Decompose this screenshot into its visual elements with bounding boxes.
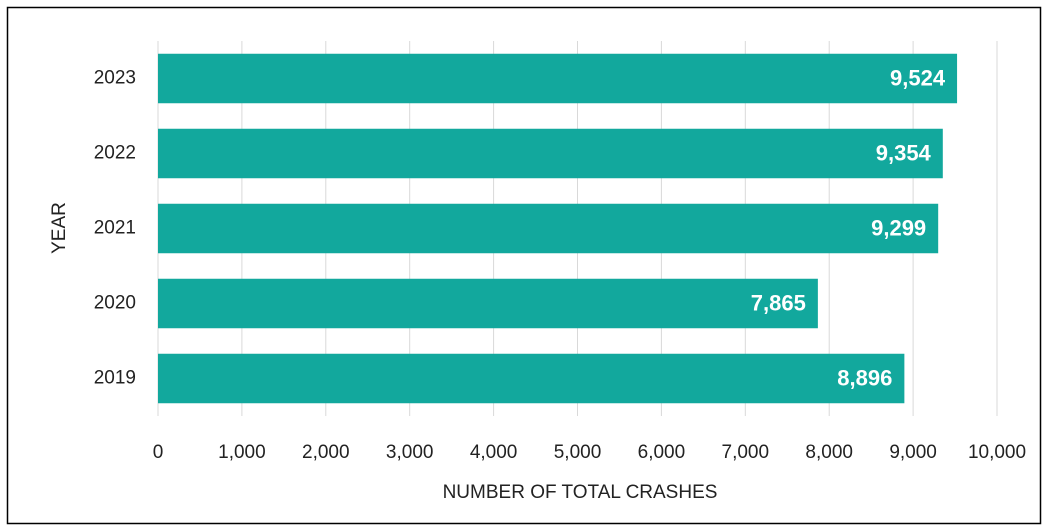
x-tick-label: 0 <box>153 442 164 463</box>
x-tick-label: 3,000 <box>386 442 434 463</box>
y-tick-label: 2021 <box>94 218 136 239</box>
y-axis-title: YEAR <box>49 202 70 254</box>
x-tick-label: 6,000 <box>638 442 686 463</box>
x-tick-label: 10,000 <box>968 442 1026 463</box>
value-label: 9,524 <box>890 65 946 90</box>
value-label: 9,299 <box>871 215 926 240</box>
x-tick-label: 9,000 <box>889 442 937 463</box>
y-tick-label: 2019 <box>94 368 136 389</box>
x-tick-label: 8,000 <box>805 442 853 463</box>
y-tick-label: 2022 <box>94 143 136 164</box>
value-label: 8,896 <box>837 365 892 390</box>
bar <box>158 278 818 329</box>
bar <box>158 128 943 179</box>
y-tick-label: 2020 <box>94 293 136 314</box>
bar <box>158 353 905 404</box>
bar <box>158 53 958 104</box>
x-tick-label: 4,000 <box>470 442 518 463</box>
bar <box>158 203 939 254</box>
value-label: 9,354 <box>876 140 932 165</box>
x-tick-label: 1,000 <box>218 442 266 463</box>
x-axis-title: NUMBER OF TOTAL CRASHES <box>443 482 718 503</box>
x-tick-label: 5,000 <box>554 442 602 463</box>
y-tick-label: 2023 <box>94 68 136 89</box>
value-label: 7,865 <box>751 290 806 315</box>
x-tick-label: 2,000 <box>302 442 350 463</box>
x-tick-label: 7,000 <box>722 442 770 463</box>
